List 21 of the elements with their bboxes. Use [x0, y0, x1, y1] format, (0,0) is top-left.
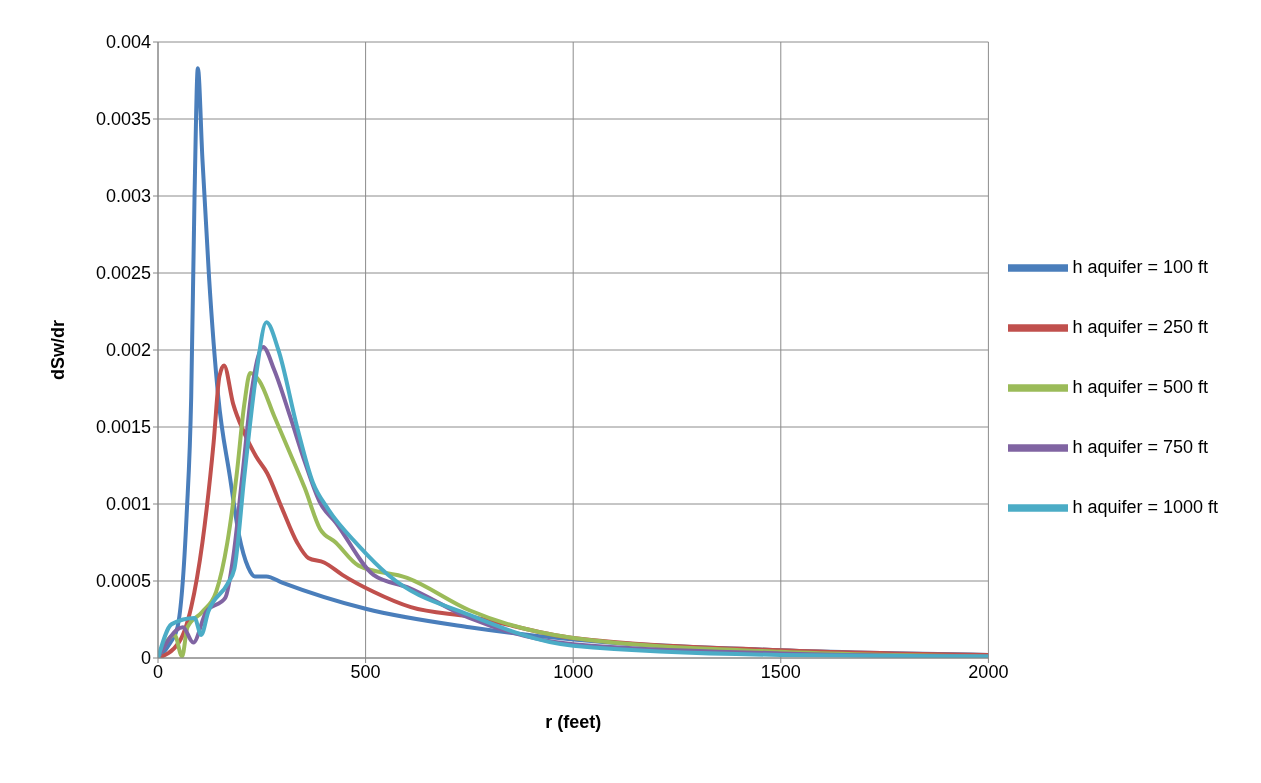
- x-tick-label: 1000: [553, 661, 594, 682]
- y-tick-label: 0.0005: [95, 571, 151, 592]
- legend-label: h aquifer = 250 ft: [1072, 316, 1208, 337]
- legend-label: h aquifer = 1000 ft: [1072, 496, 1218, 517]
- y-tick-label: 0: [140, 648, 151, 669]
- y-tick-label: 0.0025: [95, 263, 151, 284]
- legend-label: h aquifer = 750 ft: [1072, 436, 1208, 457]
- legend-label: h aquifer = 500 ft: [1072, 376, 1208, 397]
- x-axis-title: r (feet): [545, 712, 602, 732]
- y-tick-label: 0.0035: [95, 109, 151, 130]
- x-tick-label: 1500: [760, 661, 801, 682]
- y-tick-label: 0.003: [105, 186, 151, 207]
- y-tick-label: 0.0015: [95, 417, 151, 438]
- x-tick-label: 2000: [968, 661, 1009, 682]
- y-tick-label: 0.004: [105, 32, 151, 53]
- y-tick-label: 0.002: [105, 340, 151, 361]
- y-tick-label: 0.001: [105, 494, 151, 515]
- legend-label: h aquifer = 100 ft: [1072, 256, 1208, 277]
- x-tick-label: 500: [350, 661, 381, 682]
- x-tick-label: 0: [152, 661, 164, 682]
- y-axis-title: dSw/dr: [48, 319, 69, 381]
